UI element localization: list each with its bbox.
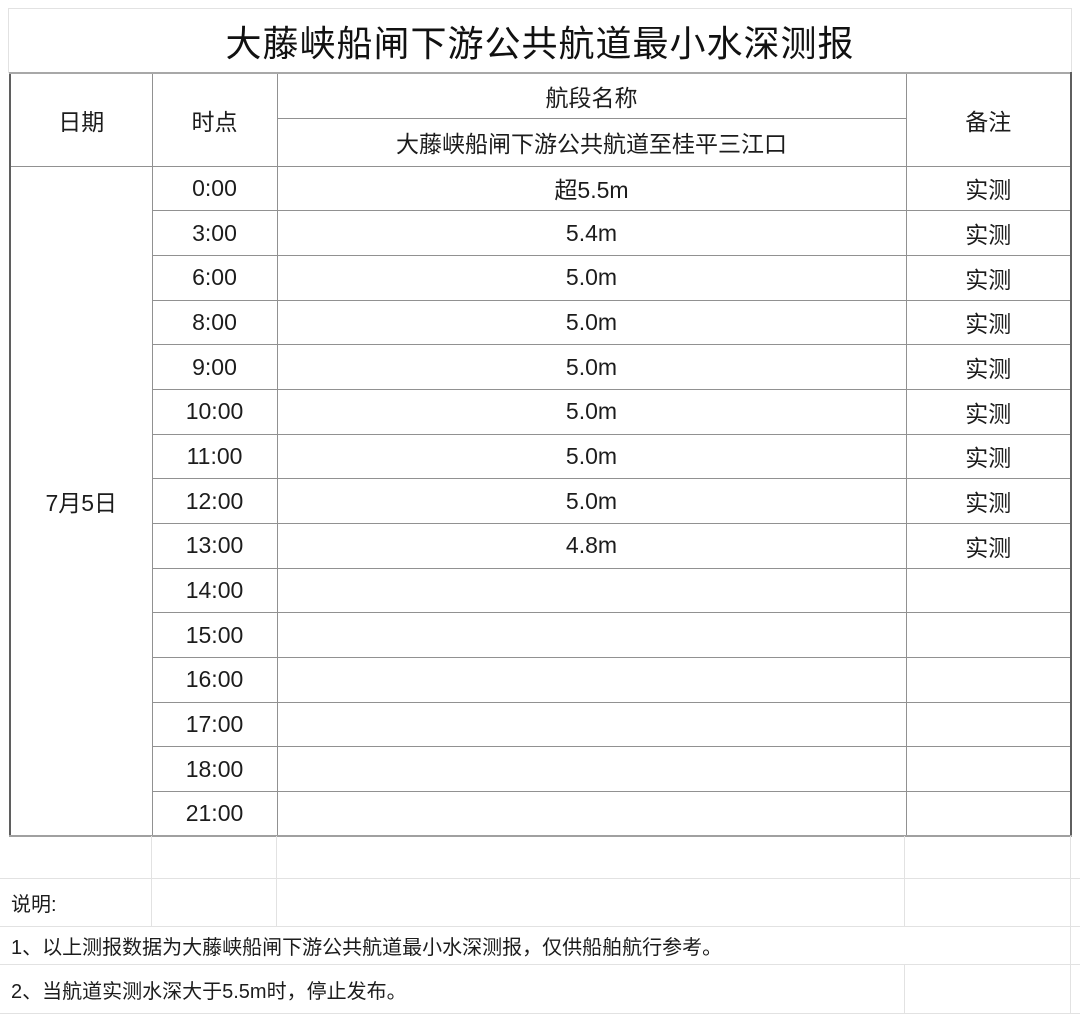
time-cell: 10:00 bbox=[151, 388, 278, 435]
page-title: 大藤峡船闸下游公共航道最小水深测报 bbox=[225, 23, 855, 64]
depth-cell bbox=[276, 657, 907, 703]
time-cell: 11:00 bbox=[151, 433, 278, 480]
depth-cell: 5.0m bbox=[276, 478, 907, 524]
table-row: 6:00 5.0m 实测 bbox=[10, 254, 1072, 301]
remark-cell: 实测 bbox=[905, 210, 1072, 256]
time-cell: 9:00 bbox=[151, 344, 278, 390]
table-row: 7月5日 0:00 超5.5m 实测 bbox=[9, 165, 1072, 837]
remark-cell bbox=[905, 657, 1072, 703]
time-cell: 15:00 bbox=[151, 612, 278, 659]
gridline-vertical bbox=[276, 836, 277, 926]
remark-cell: 实测 bbox=[905, 523, 1072, 569]
depth-cell bbox=[276, 746, 907, 793]
remark-cell bbox=[905, 567, 1072, 614]
table-row: 17:00 bbox=[10, 701, 1072, 748]
header-section-subtitle: 大藤峡船闸下游公共航道至桂平三江口 bbox=[276, 117, 907, 167]
time-cell: 21:00 bbox=[151, 791, 278, 837]
depth-report-table: 日期 时点 航段名称 备注 大藤峡船闸下游公共航道至桂平三江口 7月5日 0:0… bbox=[9, 72, 1072, 838]
time-cell: 8:00 bbox=[151, 299, 278, 346]
table-row: 8:00 5.0m 实测 bbox=[10, 299, 1072, 346]
time-cell: 13:00 bbox=[151, 523, 278, 569]
table-row: 21:00 bbox=[10, 791, 1072, 837]
header-time: 时点 bbox=[151, 72, 278, 167]
time-cell: 12:00 bbox=[151, 478, 278, 524]
table-row: 9:00 5.0m 实测 bbox=[10, 344, 1072, 390]
remark-cell bbox=[905, 612, 1072, 659]
note-item: 1、以上测报数据为大藤峡船闸下游公共航道最小水深测报，仅供船舶航行参考。 bbox=[11, 937, 723, 959]
depth-cell: 5.0m bbox=[276, 299, 907, 346]
table-row: 12:00 5.0m 实测 bbox=[10, 478, 1072, 524]
gridline-horizontal bbox=[0, 1013, 1080, 1014]
time-cell: 3:00 bbox=[151, 210, 278, 256]
remark-cell: 实测 bbox=[905, 344, 1072, 390]
table-row: 10:00 5.0m 实测 bbox=[10, 388, 1072, 435]
depth-cell bbox=[276, 701, 907, 748]
gridline-horizontal bbox=[0, 964, 1080, 965]
header-section-name: 航段名称 bbox=[276, 72, 907, 119]
time-cell: 17:00 bbox=[151, 701, 278, 748]
gridline-vertical bbox=[904, 836, 905, 926]
remark-cell: 实测 bbox=[905, 254, 1072, 301]
remark-cell bbox=[905, 746, 1072, 793]
time-cell: 0:00 bbox=[151, 165, 278, 212]
depth-cell: 5.0m bbox=[276, 433, 907, 480]
header-row-top: 日期 时点 航段名称 备注 bbox=[9, 72, 1072, 167]
note-item: 2、当航道实测水深大于5.5m时，停止发布。 bbox=[11, 980, 407, 1003]
time-cell: 18:00 bbox=[151, 746, 278, 793]
depth-cell bbox=[276, 791, 907, 837]
table-row: 11:00 5.0m 实测 bbox=[10, 433, 1072, 480]
time-cell: 14:00 bbox=[151, 567, 278, 614]
depth-cell bbox=[276, 612, 907, 659]
header-date: 日期 bbox=[9, 72, 153, 167]
date-cell: 7月5日 bbox=[9, 165, 153, 837]
remark-cell: 实测 bbox=[905, 433, 1072, 480]
gridline-vertical bbox=[904, 965, 905, 1013]
notes-label: 说明: bbox=[11, 894, 57, 916]
table-row: 13:00 4.8m 实测 bbox=[10, 523, 1072, 569]
header-row-sub: 大藤峡船闸下游公共航道至桂平三江口 bbox=[10, 117, 1071, 167]
gridline-horizontal bbox=[0, 878, 1080, 879]
table-row: 3:00 5.4m 实测 bbox=[10, 210, 1072, 256]
table-row: 18:00 bbox=[10, 746, 1072, 793]
gridline-vertical bbox=[1070, 836, 1071, 1013]
remark-cell: 实测 bbox=[905, 478, 1072, 524]
depth-cell bbox=[276, 567, 907, 614]
remark-cell bbox=[905, 791, 1072, 837]
remark-cell bbox=[905, 701, 1072, 748]
table-row: 15:00 bbox=[10, 612, 1072, 659]
time-cell: 6:00 bbox=[151, 254, 278, 301]
gridline-horizontal bbox=[0, 926, 1080, 927]
depth-cell: 5.4m bbox=[276, 210, 907, 256]
depth-cell: 超5.5m bbox=[276, 165, 907, 212]
remark-cell: 实测 bbox=[905, 388, 1072, 435]
table-row: 14:00 bbox=[10, 567, 1072, 614]
table-row: 16:00 bbox=[10, 657, 1072, 703]
gridline-vertical bbox=[151, 836, 152, 926]
remark-cell: 实测 bbox=[905, 165, 1072, 212]
title-block: 大藤峡船闸下游公共航道最小水深测报 bbox=[8, 8, 1072, 73]
depth-cell: 5.0m bbox=[276, 344, 907, 390]
header-remark: 备注 bbox=[905, 72, 1072, 167]
depth-cell: 5.0m bbox=[276, 254, 907, 301]
time-cell: 16:00 bbox=[151, 657, 278, 703]
depth-cell: 4.8m bbox=[276, 523, 907, 569]
depth-cell: 5.0m bbox=[276, 388, 907, 435]
remark-cell: 实测 bbox=[905, 299, 1072, 346]
